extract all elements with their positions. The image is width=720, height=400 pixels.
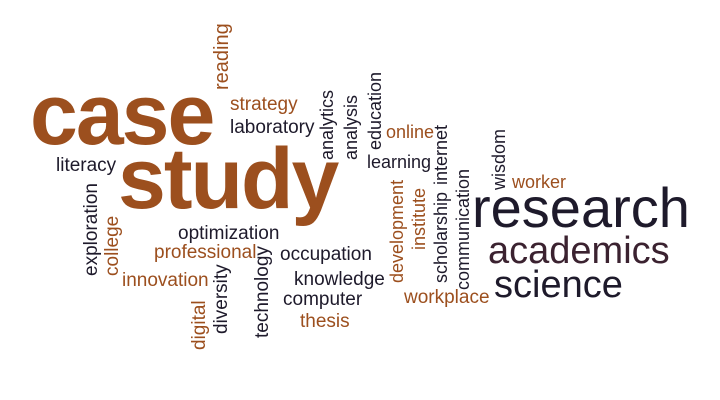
word-worker: worker xyxy=(512,172,567,192)
word-development: development xyxy=(387,179,407,283)
word-technology: technology xyxy=(252,246,273,338)
word-case: case xyxy=(30,67,215,163)
word-exploration: exploration xyxy=(81,183,102,276)
word-diversity: diversity xyxy=(211,264,232,334)
word-strategy: strategy xyxy=(230,94,298,115)
word-internet: internet xyxy=(431,124,451,185)
word-laboratory: laboratory xyxy=(230,117,315,138)
word-online: online xyxy=(386,122,435,142)
word-thesis: thesis xyxy=(300,311,350,332)
word-college: college xyxy=(102,215,123,276)
word-academics: academics xyxy=(488,230,670,272)
word-optimization: optimization xyxy=(178,223,280,244)
word-learning: learning xyxy=(367,152,432,172)
word-communication: communication xyxy=(453,168,473,290)
word-research: research xyxy=(472,176,690,239)
word-wisdom: wisdom xyxy=(489,128,509,190)
word-professional: professional xyxy=(154,242,257,263)
word-science: science xyxy=(494,264,623,306)
word-literacy: literacy xyxy=(56,155,117,176)
word-occupation: occupation xyxy=(280,244,372,265)
word-digital: digital xyxy=(189,300,210,350)
word-study: study xyxy=(118,131,339,227)
word-knowledge: knowledge xyxy=(294,269,385,290)
word-scholarship: scholarship xyxy=(431,191,451,283)
word-innovation: innovation xyxy=(122,270,209,291)
word-computer: computer xyxy=(283,289,363,310)
word-institute: institute xyxy=(409,187,429,250)
word-reading: reading xyxy=(211,23,233,90)
word-workplace: workplace xyxy=(404,287,490,308)
word-analysis: analysis xyxy=(341,94,361,160)
word-analytics: analytics xyxy=(317,89,337,160)
word-education: education xyxy=(365,71,385,150)
